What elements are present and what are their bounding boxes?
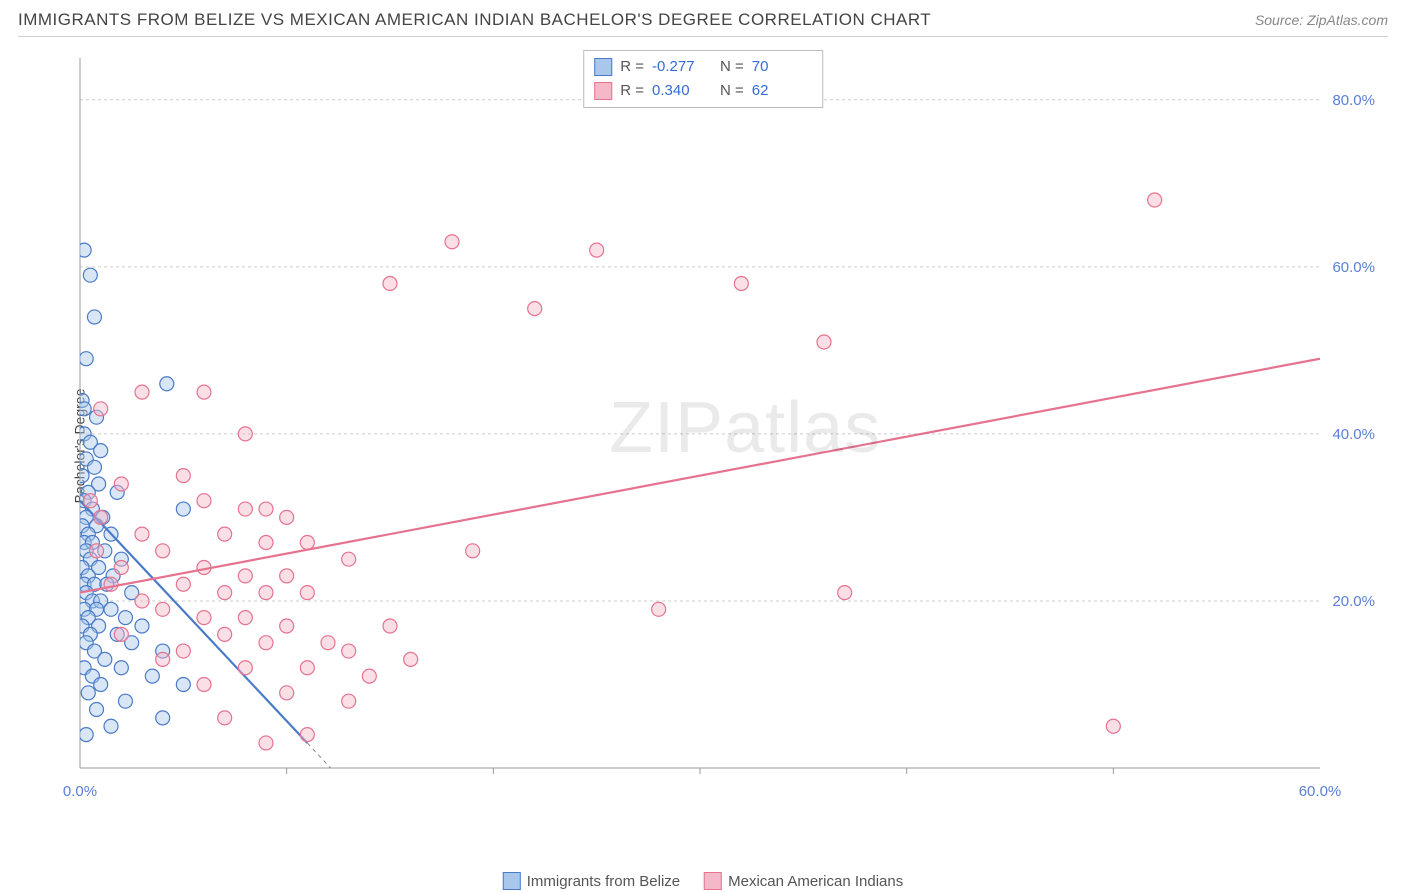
svg-text:20.0%: 20.0% xyxy=(1332,593,1375,610)
svg-text:40.0%: 40.0% xyxy=(1332,426,1375,443)
stats-swatch xyxy=(594,58,612,76)
svg-text:0.0%: 0.0% xyxy=(63,783,97,800)
legend-item: Immigrants from Belize xyxy=(503,872,680,890)
scatter-svg: 20.0% 40.0% 60.0% 80.0% 0.0% 60.0% xyxy=(60,48,1380,818)
legend-item: Mexican American Indians xyxy=(704,872,903,890)
stat-n-value: 70 xyxy=(752,55,812,79)
legend-swatch xyxy=(704,872,722,890)
stat-n-label: N = xyxy=(720,55,744,79)
svg-text:60.0%: 60.0% xyxy=(1299,783,1342,800)
stat-r-value: 0.340 xyxy=(652,79,712,103)
stat-r-label: R = xyxy=(620,79,644,103)
stats-row: R = -0.277 N = 70 xyxy=(594,55,812,79)
stats-row: R = 0.340 N = 62 xyxy=(594,79,812,103)
stats-legend-box: R = -0.277 N = 70 R = 0.340 N = 62 xyxy=(583,50,823,108)
chart-header: IMMIGRANTS FROM BELIZE VS MEXICAN AMERIC… xyxy=(18,10,1388,37)
svg-text:80.0%: 80.0% xyxy=(1332,92,1375,109)
chart-title: IMMIGRANTS FROM BELIZE VS MEXICAN AMERIC… xyxy=(18,10,931,30)
legend-bottom: Immigrants from Belize Mexican American I… xyxy=(503,872,903,890)
stat-n-value: 62 xyxy=(752,79,812,103)
stat-r-label: R = xyxy=(620,55,644,79)
stat-n-label: N = xyxy=(720,79,744,103)
source-label: Source: ZipAtlas.com xyxy=(1255,12,1388,28)
stats-swatch xyxy=(594,82,612,100)
plot-area: 20.0% 40.0% 60.0% 80.0% 0.0% 60.0% xyxy=(60,48,1380,818)
legend-label: Mexican American Indians xyxy=(728,873,903,890)
legend-swatch xyxy=(503,872,521,890)
legend-label: Immigrants from Belize xyxy=(527,873,680,890)
stat-r-value: -0.277 xyxy=(652,55,712,79)
svg-text:60.0%: 60.0% xyxy=(1332,259,1375,276)
